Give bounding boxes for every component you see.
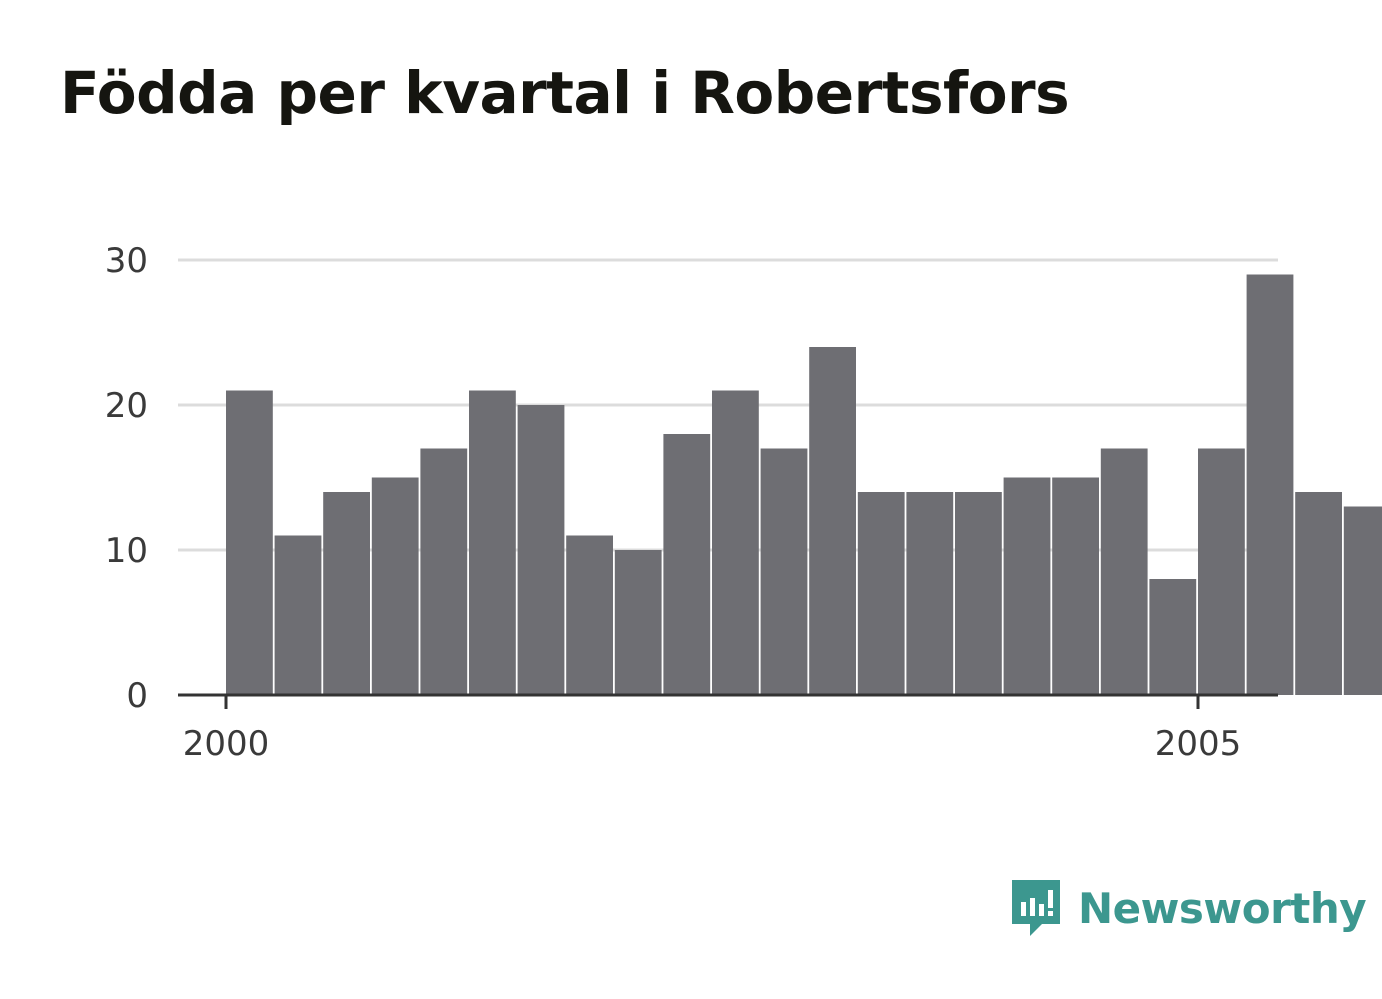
bars (226, 274, 1382, 695)
bar (760, 448, 808, 695)
bar (469, 390, 516, 695)
bar (1295, 492, 1342, 695)
bar (712, 390, 759, 695)
bar (1343, 506, 1382, 695)
x-tick-label: 2000 (183, 724, 270, 764)
bar (809, 347, 856, 695)
bar (420, 448, 468, 695)
brand-name: Newsworthy (1078, 883, 1367, 933)
bar (517, 405, 565, 695)
bar (323, 492, 370, 695)
bar (1003, 477, 1051, 695)
bar (955, 492, 1002, 695)
bar (857, 492, 905, 695)
x-tick-label: 2005 (1155, 724, 1242, 764)
bar (663, 434, 711, 695)
y-tick-label: 0 (126, 676, 148, 716)
chart-title: Födda per kvartal i Robertsfors (60, 59, 1070, 127)
bar (1198, 448, 1245, 695)
newsworthy-logo-icon (1012, 880, 1060, 936)
bar (566, 535, 613, 695)
bar (614, 550, 662, 695)
bar (274, 535, 322, 695)
bar (1149, 579, 1197, 695)
bar (906, 492, 954, 695)
bar (1052, 477, 1099, 695)
y-tick-label: 30 (105, 241, 148, 281)
newsworthy-brand: Newsworthy (1010, 878, 1367, 938)
axes (178, 693, 1278, 709)
bar (1246, 274, 1294, 695)
y-tick-label: 20 (105, 386, 148, 426)
bar (371, 477, 419, 695)
y-tick-label: 10 (105, 531, 148, 571)
tick-labels: 010203099200020052010201520202025 (105, 241, 1242, 764)
bar (226, 390, 273, 695)
bar (1100, 448, 1148, 695)
